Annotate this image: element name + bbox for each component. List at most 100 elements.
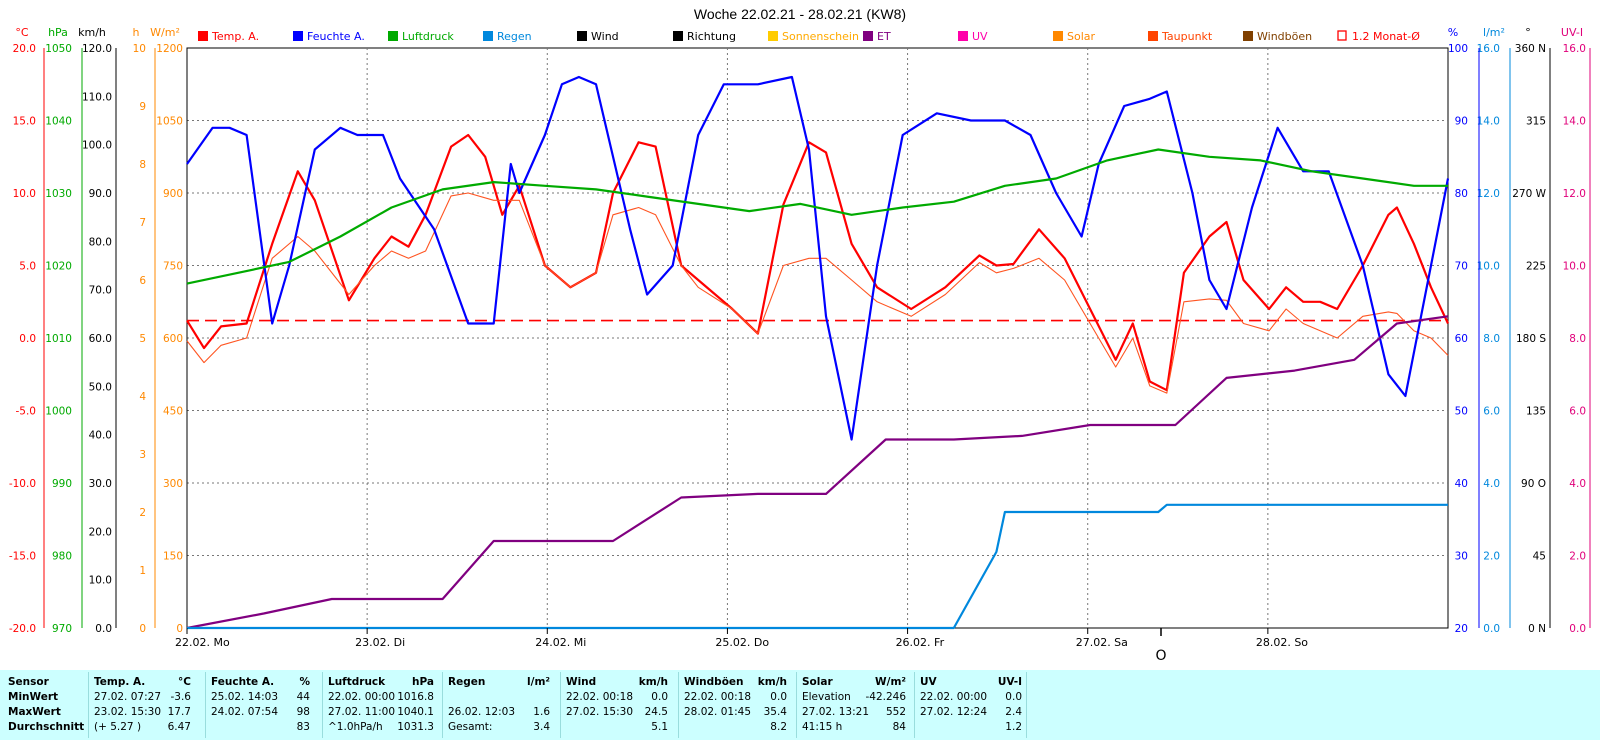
wind-axis-tick: 60.0 (89, 333, 112, 345)
legend-swatch (863, 31, 873, 41)
day-label: 22.02. Mo (175, 636, 230, 649)
stats-header-sensor: Sensor (8, 676, 49, 688)
pressure-axis-tick: 980 (52, 551, 72, 563)
stats-separator (88, 672, 89, 738)
rain-axis-tick: 4.0 (1483, 478, 1500, 490)
stats-cell-value: 1.2 (1005, 721, 1022, 733)
stats-cell-value: 44 (296, 691, 310, 703)
pressure-axis-tick: 1020 (45, 261, 72, 273)
stats-separator (442, 672, 443, 738)
wind-axis-tick: 50.0 (89, 381, 112, 393)
legend-swatch (768, 31, 778, 41)
humidity-axis-tick: 60 (1455, 333, 1468, 345)
stats-cell-value: 98 (296, 706, 310, 718)
stats-cell-value: 83 (296, 721, 310, 733)
direction-axis-tick: 360 N (1515, 43, 1546, 55)
chart-legend: Temp. A. Feuchte A. Luftdruck Regen Wind Rich… (198, 30, 1420, 43)
solar-axis-tick: 300 (163, 478, 183, 490)
stats-separator (205, 672, 206, 738)
stats-header: Wind (566, 676, 597, 688)
stats-cell-value: 6.47 (167, 721, 191, 733)
weather-chart: Woche 22.02.21 - 28.02.21 (KW8) Temp. A.… (9, 6, 1591, 664)
wind-axis-tick: 0.0 (95, 623, 112, 635)
stats-cell-when: Elevation (802, 691, 851, 703)
legend-swatch (958, 31, 968, 41)
direction-axis-tick: 225 (1526, 261, 1546, 273)
stats-cell-value: -3.6 (170, 691, 192, 703)
stats-separator (796, 672, 797, 738)
uvi-axis-tick: 6.0 (1569, 406, 1586, 418)
series-et (186, 315, 1449, 630)
stats-cell-when: 22.02. 00:18 (566, 691, 633, 703)
direction-axis-tick: 0 N (1528, 623, 1546, 635)
series-temp-a- (186, 133, 1449, 392)
rain-axis-tick: 12.0 (1477, 188, 1500, 200)
rain-axis-tick: 16.0 (1477, 43, 1500, 55)
legend-label: ET (877, 30, 891, 43)
sun-axis-tick: 3 (139, 449, 146, 461)
pressure-axis-tick: 1030 (45, 188, 72, 200)
wind-axis-tick: 40.0 (89, 430, 112, 442)
wind-axis-tick: 70.0 (89, 285, 112, 297)
wind-axis-tick: 100.0 (82, 140, 112, 152)
uvi-axis-unit: UV-I (1561, 26, 1583, 39)
day-label: 27.02. Sa (1076, 636, 1128, 649)
stats-header: Feuchte A. (211, 676, 275, 688)
stats-header: Temp. A. (94, 676, 146, 688)
stats-separator (560, 672, 561, 738)
sun-axis-tick: 5 (139, 333, 146, 345)
stats-cell-when: ^1.0hPa/h (328, 721, 383, 733)
pressure-axis-tick: 990 (52, 478, 72, 490)
stats-cell-when: Gesamt: (448, 721, 493, 733)
temp-axis-tick: 0.0 (19, 333, 36, 345)
solar-axis-tick: 1200 (156, 43, 183, 55)
legend-label: Feuchte A. (307, 30, 365, 43)
rain-axis-tick: 8.0 (1483, 333, 1500, 345)
wind-axis-tick: 10.0 (89, 575, 112, 587)
stats-separator (1026, 672, 1027, 738)
legend-label: Windböen (1257, 30, 1312, 43)
solar-axis-tick: 1050 (156, 116, 183, 128)
stats-header-unit: km/h (757, 676, 787, 688)
stats-header: Solar (802, 676, 833, 688)
stats-cell-value: -42.246 (865, 691, 906, 703)
rain-axis-unit: l/m² (1483, 26, 1505, 39)
rain-axis-tick: 14.0 (1477, 116, 1500, 128)
solar-axis-tick: 600 (163, 333, 183, 345)
temp-axis-tick: 20.0 (13, 43, 36, 55)
legend-swatch (293, 31, 303, 41)
legend-label: Sonnenschein (782, 30, 859, 43)
humidity-axis-unit: % (1448, 26, 1458, 39)
solar-axis-tick: 150 (163, 551, 183, 563)
uvi-axis-tick: 4.0 (1569, 478, 1586, 490)
sun-axis-tick: 10 (133, 43, 146, 55)
pressure-axis-tick: 970 (52, 623, 72, 635)
legend-swatch (483, 31, 493, 41)
temp-axis-tick: 15.0 (13, 116, 36, 128)
stats-cell-when: 27.02. 11:00 (328, 706, 395, 718)
direction-axis-tick: 135 (1526, 406, 1546, 418)
stats-row-label: MinWert (8, 691, 59, 703)
stats-cell-when: 23.02. 15:30 (94, 706, 161, 718)
stats-cell-value: 0.0 (770, 691, 787, 703)
series-luftdruck (186, 148, 1448, 285)
stats-separator (914, 672, 915, 738)
stats-separator (322, 672, 323, 738)
humidity-axis-tick: 90 (1455, 116, 1468, 128)
series-taupunkt (186, 192, 1449, 394)
legend-swatch (388, 31, 398, 41)
stats-cell-when: 27.02. 13:21 (802, 706, 869, 718)
stats-header-unit: l/m² (527, 676, 550, 688)
series-feuchte-a- (186, 75, 1450, 441)
stats-table: Sensor Temp. A. °C Feuchte A.% Luftdruck hPa R… (0, 670, 1600, 740)
stats-header: Luftdruck (328, 676, 386, 688)
uvi-axis-tick: 12.0 (1563, 188, 1586, 200)
wind-axis-tick: 80.0 (89, 236, 112, 248)
stats-cell-when: 24.02. 07:54 (211, 706, 278, 718)
stats-header-unit: UV-I (997, 676, 1022, 688)
pressure-axis-tick: 1050 (45, 43, 72, 55)
uvi-axis-tick: 14.0 (1563, 116, 1586, 128)
wind-axis-unit: km/h (78, 26, 106, 39)
stats-header: Windböen (684, 676, 744, 688)
stats-header: UV (920, 676, 937, 688)
